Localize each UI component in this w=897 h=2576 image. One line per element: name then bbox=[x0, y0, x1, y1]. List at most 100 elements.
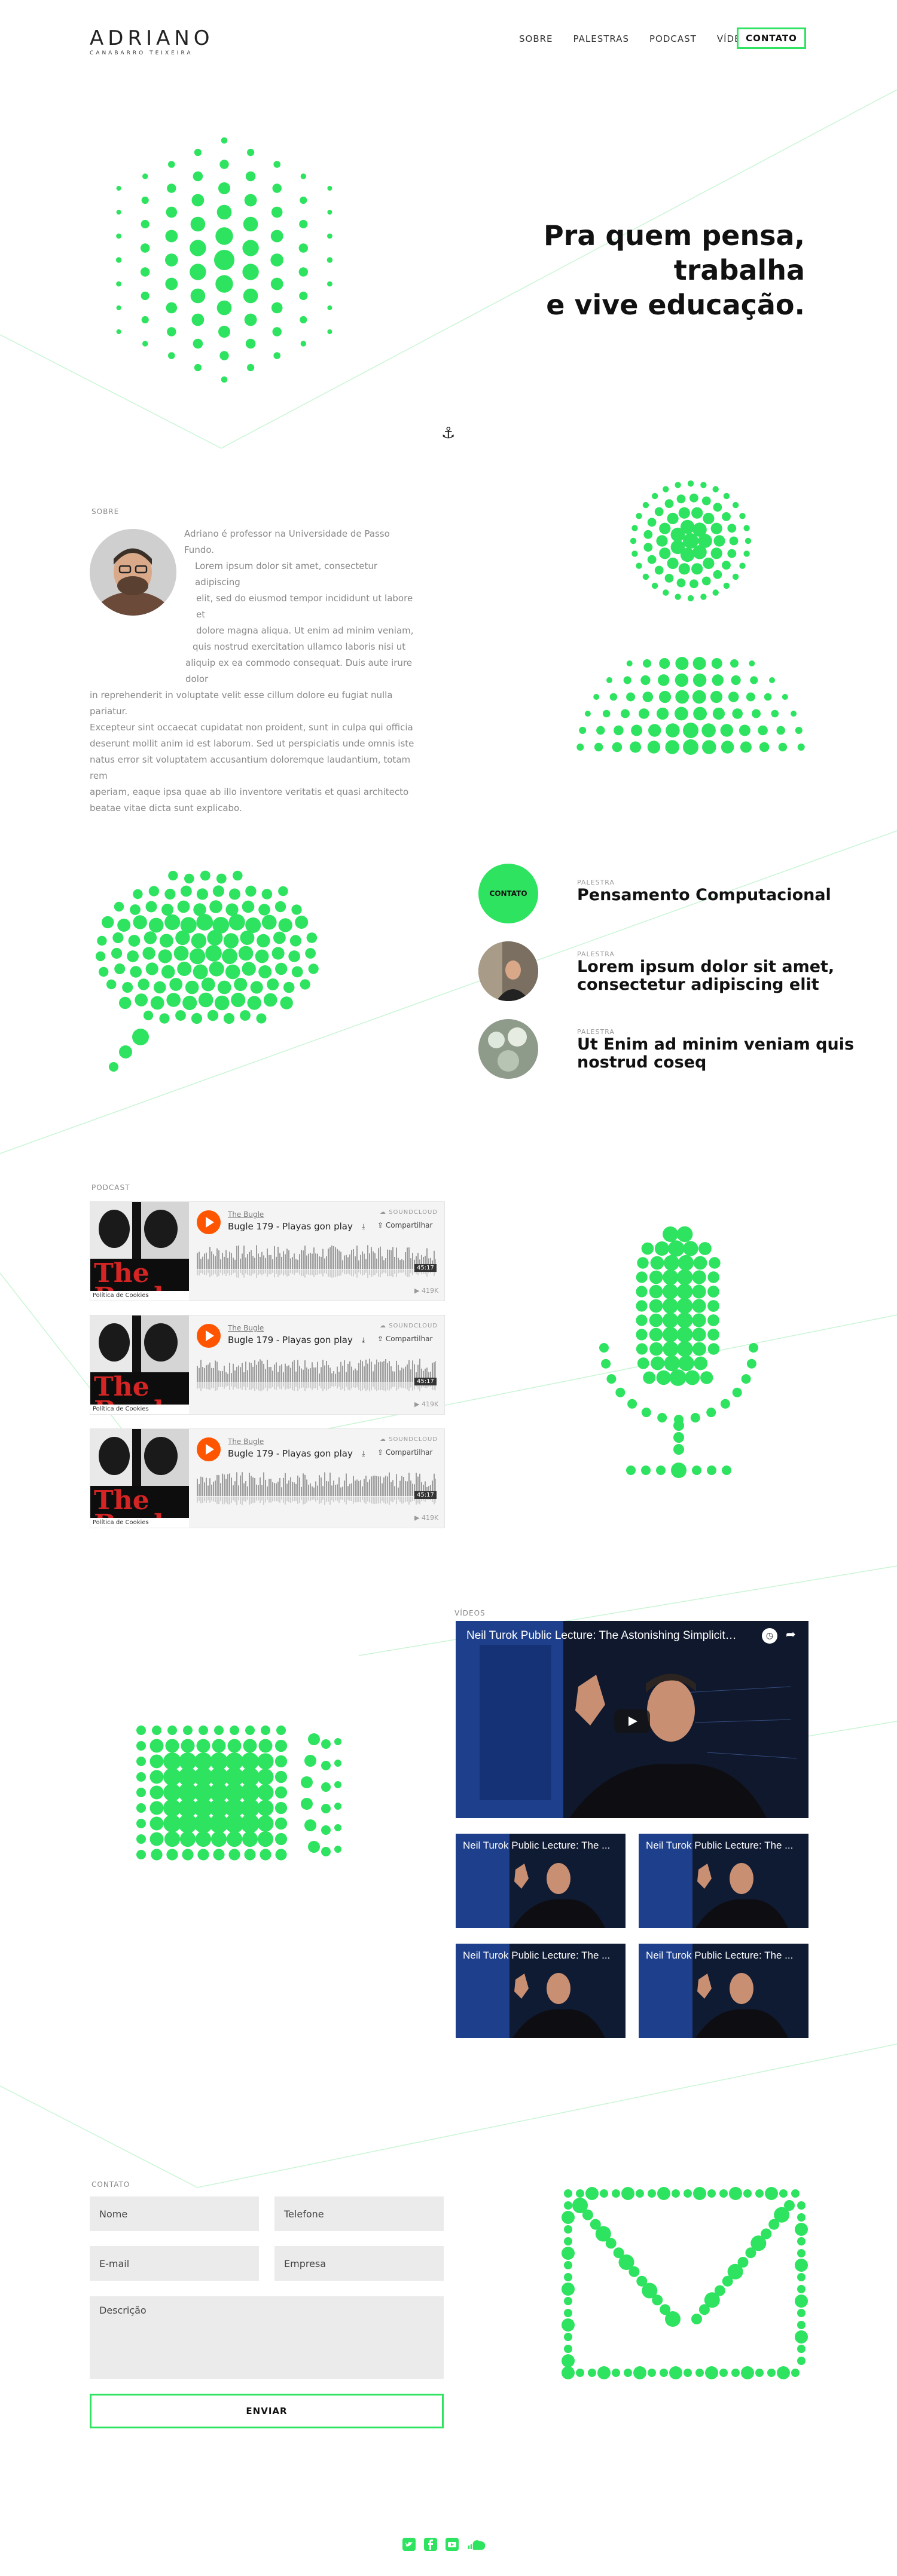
header-contact-button[interactable]: CONTATO bbox=[737, 27, 806, 49]
youtube-icon[interactable] bbox=[445, 2537, 459, 2551]
dot bbox=[647, 555, 657, 564]
play-button[interactable] bbox=[197, 1324, 221, 1348]
talks-contact-button[interactable]: CONTATO bbox=[478, 864, 538, 923]
podcast-artwork[interactable]: The Bugle Política de Cookies bbox=[90, 1429, 189, 1528]
dot bbox=[304, 1819, 316, 1831]
play-button[interactable] bbox=[197, 1437, 221, 1461]
name-field[interactable]: Nome bbox=[90, 2196, 259, 2231]
dot bbox=[671, 1463, 687, 1478]
logo[interactable]: ADRIANO CANABARRO TEIXEIRA bbox=[90, 26, 214, 56]
video-thumbnail[interactable]: Neil Turok Public Lecture: The ... bbox=[639, 1834, 808, 1928]
dot bbox=[649, 1327, 663, 1342]
podcast-artwork[interactable]: The Bugle Política de Cookies bbox=[90, 1202, 189, 1301]
dot bbox=[722, 1466, 731, 1475]
dot bbox=[151, 1849, 163, 1861]
dot bbox=[182, 995, 197, 1011]
soundcloud-icon[interactable] bbox=[466, 2537, 487, 2551]
talk-item[interactable]: PALESTRA Pensamento Computacional bbox=[577, 879, 831, 904]
download-icon[interactable]: ⤓ bbox=[362, 1449, 365, 1458]
talk-thumbnail[interactable] bbox=[478, 941, 538, 1001]
talk-item[interactable]: PALESTRA Ut Enim ad minim veniam quis no… bbox=[577, 1028, 854, 1072]
scroll-down-icon[interactable]: ⚓ bbox=[441, 424, 456, 442]
dot bbox=[200, 870, 210, 881]
video-thumbnail-title[interactable]: Neil Turok Public Lecture: The ... bbox=[463, 1840, 611, 1851]
dot bbox=[743, 550, 750, 557]
video-thumbnail[interactable]: Neil Turok Public Lecture: The ... bbox=[456, 1834, 626, 1928]
dot bbox=[219, 351, 229, 360]
video-thumbnail-title[interactable]: Neil Turok Public Lecture: The ... bbox=[646, 1950, 794, 1961]
main-video-player[interactable]: Neil Turok Public Lecture: The Astonishi… bbox=[456, 1621, 808, 1818]
video-thumbnail-title[interactable]: Neil Turok Public Lecture: The ... bbox=[646, 1840, 794, 1851]
video-thumbnail-title[interactable]: Neil Turok Public Lecture: The ... bbox=[463, 1950, 611, 1961]
video-thumbnail[interactable]: Neil Turok Public Lecture: The ... bbox=[456, 1944, 626, 2038]
podcast-episode-title[interactable]: Bugle 179 - Playas gon play bbox=[228, 1335, 353, 1345]
dot bbox=[672, 2189, 680, 2198]
cookie-policy-link[interactable]: Política de Cookies bbox=[90, 1291, 189, 1301]
company-field[interactable]: Empresa bbox=[274, 2246, 444, 2281]
share-icon[interactable]: ➦ bbox=[786, 1627, 796, 1641]
main-video-title[interactable]: Neil Turok Public Lecture: The Astonishi… bbox=[466, 1629, 742, 1642]
dot bbox=[272, 183, 282, 193]
facebook-icon[interactable] bbox=[423, 2537, 438, 2551]
cookie-policy-link[interactable]: Política de Cookies bbox=[90, 1405, 189, 1414]
waveform[interactable] bbox=[197, 1471, 436, 1507]
video-thumbnail[interactable]: Neil Turok Public Lecture: The ... bbox=[639, 1944, 808, 2038]
twitter-icon[interactable] bbox=[402, 2537, 416, 2551]
dot bbox=[564, 2333, 572, 2341]
dot bbox=[261, 889, 273, 900]
email-field[interactable]: E-mail bbox=[90, 2246, 259, 2281]
soundcloud-player[interactable]: The Bugle Política de Cookies The Bugle … bbox=[90, 1201, 445, 1301]
podcast-show[interactable]: The Bugle bbox=[228, 1324, 264, 1332]
soundcloud-player[interactable]: The Bugle Política de Cookies The Bugle … bbox=[90, 1315, 445, 1415]
podcast-artwork[interactable]: The Bugle Política de Cookies bbox=[90, 1315, 189, 1414]
dot bbox=[193, 171, 203, 182]
play-button[interactable] bbox=[614, 1709, 650, 1733]
podcast-episode-title[interactable]: Bugle 179 - Playas gon play bbox=[228, 1448, 353, 1459]
nav-sobre[interactable]: SOBRE bbox=[519, 33, 553, 44]
talk-thumbnail[interactable] bbox=[478, 1019, 538, 1079]
waveform[interactable] bbox=[197, 1357, 436, 1393]
phone-field[interactable]: Telefone bbox=[274, 2196, 444, 2231]
dot bbox=[240, 1798, 260, 1818]
dot bbox=[298, 243, 308, 253]
waveform[interactable] bbox=[197, 1244, 436, 1280]
dot bbox=[664, 574, 674, 583]
share-button[interactable]: ⇪ Compartilhar bbox=[377, 1221, 432, 1229]
soundcloud-player[interactable]: The Bugle Política de Cookies The Bugle … bbox=[90, 1428, 445, 1528]
description-field[interactable]: Descrição bbox=[90, 2296, 444, 2379]
nav-palestras[interactable]: PALESTRAS bbox=[573, 33, 629, 44]
dot bbox=[242, 264, 259, 280]
cookie-policy-link[interactable]: Política de Cookies bbox=[90, 1518, 189, 1528]
dot bbox=[165, 277, 178, 290]
talk-item[interactable]: PALESTRA Lorem ipsum dolor sit amet, con… bbox=[577, 950, 834, 994]
dot bbox=[161, 904, 173, 916]
dot bbox=[782, 694, 788, 700]
podcast-show[interactable]: The Bugle bbox=[228, 1437, 264, 1446]
play-button[interactable] bbox=[197, 1210, 221, 1234]
talk-tag: PALESTRA bbox=[577, 879, 615, 886]
share-button[interactable]: ⇪ Compartilhar bbox=[377, 1335, 432, 1343]
dot bbox=[274, 901, 286, 913]
podcast-show[interactable]: The Bugle bbox=[228, 1210, 264, 1219]
dot bbox=[168, 161, 175, 168]
nav-podcast[interactable]: PODCAST bbox=[649, 33, 697, 44]
dot bbox=[178, 1814, 197, 1833]
dot bbox=[651, 582, 658, 589]
clock-icon[interactable]: ◷ bbox=[762, 1628, 777, 1644]
download-icon[interactable]: ⤓ bbox=[362, 1222, 365, 1231]
duration-badge: 45:17 bbox=[414, 1378, 437, 1385]
dot bbox=[731, 2369, 740, 2377]
dot bbox=[676, 494, 686, 504]
dot bbox=[301, 1776, 313, 1788]
download-icon[interactable]: ⤓ bbox=[362, 1336, 365, 1344]
dot bbox=[712, 486, 719, 492]
dot bbox=[278, 918, 292, 932]
dot bbox=[247, 363, 255, 372]
share-button[interactable]: ⇪ Compartilhar bbox=[377, 1448, 432, 1457]
dot bbox=[593, 694, 600, 700]
dot bbox=[114, 963, 126, 974]
dot bbox=[712, 707, 725, 720]
submit-button[interactable]: ENVIAR bbox=[90, 2394, 444, 2428]
podcast-episode-title[interactable]: Bugle 179 - Playas gon play bbox=[228, 1221, 353, 1232]
dot bbox=[144, 931, 157, 944]
